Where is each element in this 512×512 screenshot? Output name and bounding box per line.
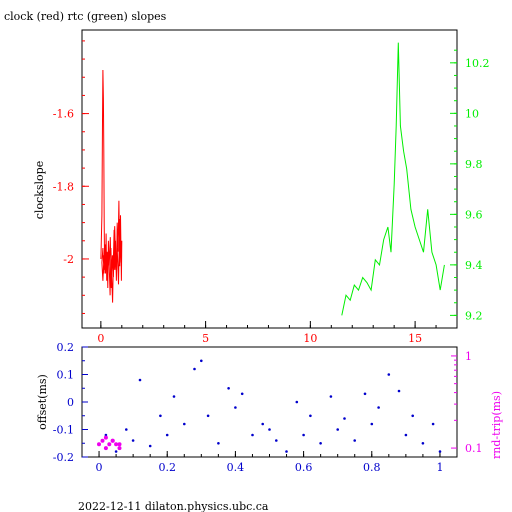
top-y-tick-label: -2 bbox=[63, 253, 74, 266]
bottom-ylabel: offset(ms) bbox=[36, 374, 49, 430]
offset-point bbox=[295, 400, 299, 404]
bottom-x-tick-label: 0.8 bbox=[363, 461, 381, 474]
offset-point bbox=[227, 387, 230, 390]
bottom-y-tick-label: -0.2 bbox=[53, 451, 74, 464]
bottom-x-tick-label: 0.2 bbox=[158, 461, 176, 474]
top-y2-tick-label: 9.2 bbox=[465, 309, 483, 322]
rnd-trip-point bbox=[103, 435, 108, 440]
offset-point bbox=[125, 428, 128, 431]
bottom-x-tick-label: 0 bbox=[96, 461, 103, 474]
offset-point bbox=[302, 433, 305, 437]
offset-point bbox=[165, 433, 169, 437]
offset-point bbox=[193, 367, 196, 371]
offset-point bbox=[275, 439, 278, 442]
offset-point bbox=[329, 395, 333, 398]
bottom-x-tick-label: 0.4 bbox=[227, 461, 245, 474]
top-y2-tick-label: 10 bbox=[465, 107, 479, 120]
bottom-y2label: rnd-trip(ms) bbox=[490, 391, 503, 459]
offset-point bbox=[363, 392, 367, 396]
rnd-trip-point bbox=[100, 438, 105, 443]
offset-point bbox=[172, 395, 176, 398]
bottom-y-tick-label: -0.1 bbox=[53, 424, 74, 437]
offset-point bbox=[131, 439, 135, 442]
offset-point bbox=[138, 378, 142, 382]
top-y2-tick-label: 9.6 bbox=[465, 208, 483, 221]
offset-point bbox=[336, 428, 340, 431]
offset-point bbox=[148, 444, 152, 448]
offset-point bbox=[217, 442, 220, 445]
offset-point bbox=[370, 422, 374, 426]
top-y2-tick-label: 9.8 bbox=[465, 158, 483, 171]
offset-point bbox=[309, 414, 312, 418]
rnd-trip-point bbox=[117, 446, 122, 451]
offset-point bbox=[438, 450, 442, 453]
bottom-y-tick-label: 0 bbox=[67, 396, 74, 409]
bottom-y-tick-label: 0.1 bbox=[57, 369, 75, 382]
offset-point bbox=[251, 433, 254, 437]
top-x-tick-label: 5 bbox=[202, 332, 209, 345]
offset-point bbox=[159, 414, 162, 418]
footer-text: 2022-12-11 dilaton.physics.ubc.ca bbox=[78, 500, 269, 512]
offset-point bbox=[387, 373, 391, 376]
top-y-tick-label: -1.6 bbox=[53, 108, 74, 121]
offset-point bbox=[200, 359, 203, 363]
offset-point bbox=[234, 406, 237, 409]
offset-point bbox=[183, 422, 186, 426]
top-panel-frame bbox=[81, 29, 458, 329]
offset-point bbox=[206, 414, 210, 418]
offset-point bbox=[114, 450, 118, 453]
rnd-trip-point bbox=[114, 442, 119, 447]
bottom-y2-tick-label: 0.1 bbox=[465, 442, 483, 455]
rnd-trip-point bbox=[117, 442, 122, 447]
top-x-tick-label: 0 bbox=[97, 332, 104, 345]
top-panel: 0 5 10 15 -1.6 -1.8 -2 9.2 9.4 9.6 9.8 10 10.2 bbox=[53, 29, 490, 345]
top-y-tick-label: -1.8 bbox=[53, 180, 74, 193]
rnd-trip-point bbox=[110, 438, 115, 443]
top-x-tick-label: 10 bbox=[303, 332, 317, 345]
top-y2-tick-label: 10.2 bbox=[465, 57, 490, 70]
top-ylabel: clockslope bbox=[33, 161, 46, 219]
offset-point bbox=[431, 422, 435, 426]
offset-point bbox=[268, 428, 271, 431]
bottom-y2-tick-label: 1 bbox=[465, 350, 472, 363]
offset-point bbox=[421, 442, 425, 445]
rnd-trip-point bbox=[107, 442, 112, 447]
bottom-x-tick-label: 1 bbox=[436, 461, 443, 474]
offset-point bbox=[377, 406, 380, 409]
offset-point bbox=[397, 389, 401, 393]
offset-point bbox=[104, 433, 108, 437]
bottom-y-tick-label: 0.2 bbox=[57, 341, 75, 354]
top-y2-tick-label: 9.4 bbox=[465, 259, 483, 272]
series-rtc-line bbox=[341, 42, 445, 316]
offset-point bbox=[404, 433, 408, 437]
offset-point bbox=[285, 450, 288, 453]
bottom-x-tick-label: 0.6 bbox=[295, 461, 313, 474]
offset-point bbox=[343, 417, 346, 420]
bottom-panel: 0 0.2 0.4 0.6 0.8 1 0.2 0.1 0 -0.1 -0.2 1 0.1 bbox=[53, 341, 483, 474]
offset-point bbox=[353, 439, 357, 442]
rnd-trip-point bbox=[103, 446, 108, 451]
offset-point bbox=[319, 442, 322, 445]
offset-point bbox=[240, 392, 244, 396]
top-x-tick-label: 15 bbox=[408, 332, 422, 345]
series-clock-line bbox=[100, 69, 123, 303]
rnd-trip-point bbox=[97, 442, 101, 447]
bottom-panel-frame bbox=[81, 346, 458, 458]
offset-point bbox=[261, 422, 265, 426]
offset-point bbox=[411, 414, 415, 418]
chart-title: clock (red) rtc (green) slopes bbox=[4, 10, 167, 23]
